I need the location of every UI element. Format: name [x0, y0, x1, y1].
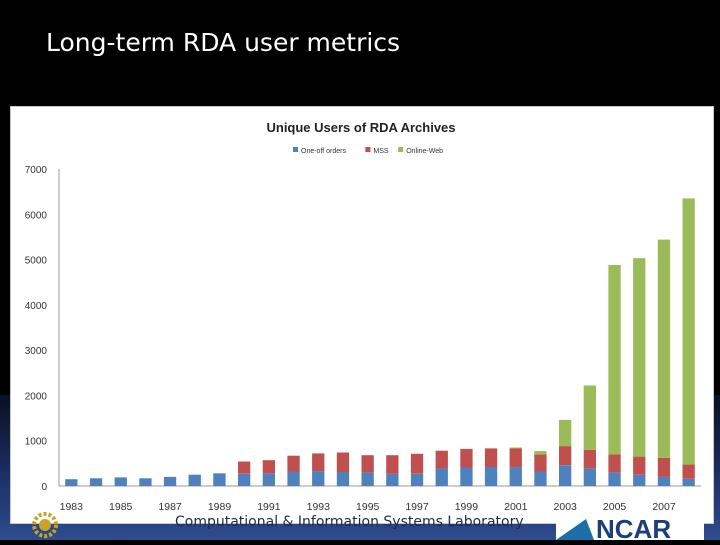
- bar-one-off-orders-1983: [65, 479, 78, 486]
- bar-online-web-2003: [559, 419, 572, 447]
- bar-one-off-orders-2007: [657, 476, 671, 486]
- ncar-logo: NCAR: [556, 511, 704, 540]
- legend-label: MSS: [373, 148, 389, 155]
- y-tick-label: 0: [41, 482, 47, 493]
- y-tick-label: 4000: [25, 301, 48, 312]
- bar-one-off-orders-1997: [410, 473, 424, 486]
- bar-mss-2007: [657, 457, 671, 477]
- bar-one-off-orders-1992: [287, 471, 300, 486]
- bar-one-off-orders-1999: [460, 467, 473, 486]
- bar-one-off-orders-1989: [213, 473, 226, 486]
- legend-label: Online-Web: [406, 148, 443, 155]
- bar-mss-1990: [238, 461, 251, 474]
- bar-online-web-2006: [633, 258, 646, 457]
- x-tick-label: 1983: [60, 501, 84, 513]
- bar-mss-1993: [312, 453, 325, 472]
- x-tick-label: 1999: [455, 501, 479, 513]
- bar-mss-2002: [534, 454, 547, 472]
- bar-one-off-orders-1987: [163, 476, 177, 486]
- chart-title: Unique Users of RDA Archives: [266, 120, 455, 135]
- ncar-logo-text: NCAR: [596, 514, 671, 540]
- bar-mss-2005: [608, 454, 621, 473]
- bar-one-off-orders-1990: [238, 473, 251, 486]
- x-tick-label: 1991: [257, 501, 281, 513]
- y-tick-label: 3000: [25, 346, 48, 357]
- bar-one-off-orders-1995: [361, 472, 374, 486]
- bar-one-off-orders-1984: [89, 478, 103, 486]
- stacked-bar-chart: Unique Users of RDA Archives One-off ord…: [25, 120, 701, 513]
- chart-legend: One-off orders MSS Online-Web: [293, 147, 443, 155]
- bar-mss-1992: [287, 455, 300, 472]
- legend-swatch: [293, 147, 298, 152]
- bar-one-off-orders-1986: [139, 478, 152, 486]
- bar-one-off-orders-2003: [559, 465, 572, 486]
- x-tick-label: 2003: [554, 501, 578, 513]
- bar-mss-1991: [262, 460, 275, 474]
- y-tick-label: 6000: [25, 210, 48, 221]
- bar-mss-2001: [509, 448, 522, 468]
- slide-title: Long-term RDA user metrics: [46, 28, 401, 57]
- bar-one-off-orders-1998: [435, 468, 448, 486]
- bar-online-web-2007: [657, 239, 671, 458]
- bar-one-off-orders-2004: [583, 468, 596, 486]
- legend-swatch: [398, 147, 404, 152]
- y-tick-label: 2000: [25, 391, 48, 402]
- bar-mss-1996: [386, 455, 399, 474]
- bars: [65, 198, 695, 486]
- bar-mss-1995: [361, 455, 374, 473]
- bar-mss-2006: [633, 456, 646, 475]
- bar-one-off-orders-1985: [114, 477, 127, 486]
- x-tick-label: 1987: [158, 501, 182, 513]
- bar-online-web-2005: [608, 265, 621, 455]
- bar-online-web-2001: [509, 447, 522, 449]
- bar-mss-2000: [484, 448, 498, 467]
- bar-one-off-orders-1988: [188, 474, 201, 486]
- x-tick-label: 1993: [307, 501, 331, 513]
- x-tick-label: 1985: [109, 501, 133, 513]
- bar-mss-2003: [559, 446, 572, 466]
- x-tick-label: 1997: [405, 501, 429, 513]
- bar-one-off-orders-2001: [509, 467, 522, 486]
- x-tick-label: 2005: [603, 501, 627, 513]
- bar-one-off-orders-2000: [484, 467, 498, 486]
- bar-online-web-2002: [534, 451, 547, 455]
- footer-lab-name: Computational & Information Systems Labo…: [175, 514, 524, 530]
- x-tick-label: 1995: [356, 501, 380, 513]
- bar-mss-1998: [435, 450, 448, 469]
- bar-one-off-orders-1996: [386, 473, 399, 486]
- y-tick-label: 1000: [25, 437, 48, 448]
- bar-mss-1999: [460, 448, 473, 468]
- x-tick-label: 2001: [504, 501, 528, 513]
- bar-one-off-orders-2008: [682, 478, 695, 486]
- x-axis: 1983 1985 1987 1989 1991 1993 1995 1997 1999 2001…: [59, 485, 701, 513]
- bar-one-off-orders-2006: [633, 474, 646, 486]
- gear-logo-icon: [30, 510, 60, 540]
- y-tick-label: 7000: [25, 165, 48, 176]
- legend-label: One-off orders: [301, 148, 347, 155]
- y-axis: 0 1000 2000 3000 4000 5000 6000 7000: [25, 165, 60, 493]
- chart-panel: Unique Users of RDA Archives One-off ord…: [10, 106, 714, 524]
- bar-mss-1994: [336, 452, 350, 472]
- legend-swatch: [365, 147, 371, 152]
- bar-one-off-orders-1994: [336, 472, 350, 486]
- bar-one-off-orders-1991: [262, 473, 275, 486]
- bar-one-off-orders-2002: [534, 471, 547, 486]
- y-tick-label: 5000: [25, 256, 48, 267]
- bar-mss-1997: [410, 453, 424, 474]
- bar-mss-2008: [682, 464, 695, 479]
- bar-one-off-orders-1993: [312, 471, 325, 486]
- bar-online-web-2008: [682, 198, 695, 465]
- x-tick-label: 1989: [208, 501, 232, 513]
- x-tick-label: 2007: [652, 501, 676, 513]
- bar-one-off-orders-2005: [608, 472, 621, 486]
- bar-online-web-2004: [583, 385, 596, 450]
- bar-mss-2004: [583, 449, 596, 469]
